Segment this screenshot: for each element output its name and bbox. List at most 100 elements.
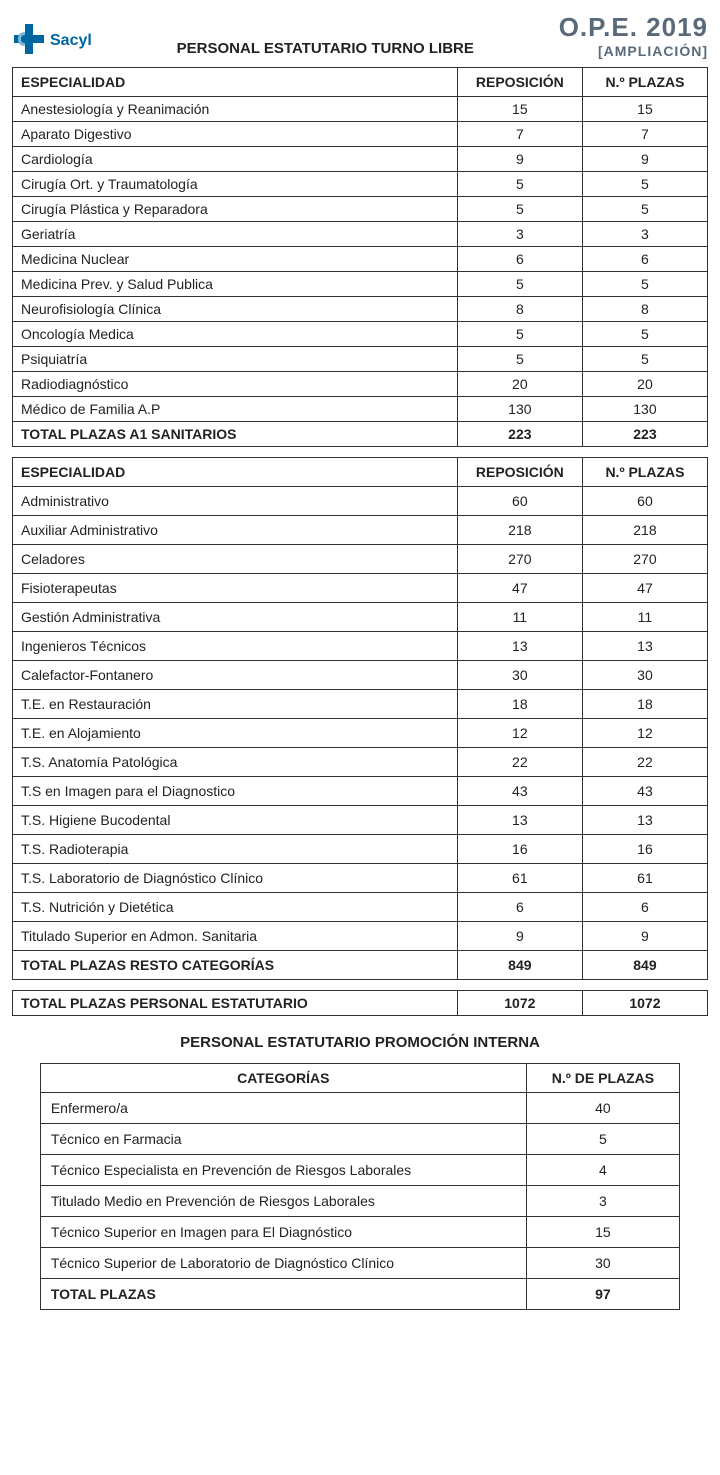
table-row: Técnico Superior en Imagen para El Diagn…	[40, 1217, 679, 1248]
cell-name: Titulado Medio en Prevención de Riesgos …	[40, 1186, 526, 1217]
cell-value: 9	[582, 147, 707, 172]
cell-value: 30	[526, 1248, 679, 1279]
table-row: Cirugía Ort. y Traumatología55	[13, 172, 708, 197]
cell-value: 12	[582, 719, 707, 748]
cell-value: 15	[457, 97, 582, 122]
table-row: Enfermero/a40	[40, 1093, 679, 1124]
table-resto-categorias: ESPECIALIDAD REPOSICIÓN N.º PLAZAS Admin…	[12, 457, 708, 980]
cell-name: Médico de Familia A.P	[13, 397, 458, 422]
logo-text: Sacyl	[50, 32, 92, 50]
cell-name: T.E. en Restauración	[13, 690, 458, 719]
cell-name: Enfermero/a	[40, 1093, 526, 1124]
table-row: Medicina Nuclear66	[13, 247, 708, 272]
cell-value: 7	[457, 122, 582, 147]
table-row: T.S. Radioterapia1616	[13, 835, 708, 864]
cell-value: 16	[582, 835, 707, 864]
total-row: TOTAL PLAZAS RESTO CATEGORÍAS849849	[13, 951, 708, 980]
table-row: Psiquiatría55	[13, 347, 708, 372]
table-row: T.E. en Alojamiento1212	[13, 719, 708, 748]
cell-value: 43	[582, 777, 707, 806]
cell-name: Fisioterapeutas	[13, 574, 458, 603]
table-row: T.S. Higiene Bucodental1313	[13, 806, 708, 835]
cell-value: 15	[526, 1217, 679, 1248]
cell-name: Ingenieros Técnicos	[13, 632, 458, 661]
cell-value: 60	[457, 487, 582, 516]
table-row: Técnico Especialista en Prevención de Ri…	[40, 1155, 679, 1186]
cell-name: Cirugía Ort. y Traumatología	[13, 172, 458, 197]
total-value: 223	[457, 422, 582, 447]
cell-name: Técnico en Farmacia	[40, 1124, 526, 1155]
cell-name: Oncología Medica	[13, 322, 458, 347]
cell-value: 5	[457, 172, 582, 197]
cell-name: Neurofisiología Clínica	[13, 297, 458, 322]
cell-name: Técnico Superior de Laboratorio de Diagn…	[40, 1248, 526, 1279]
cell-value: 43	[457, 777, 582, 806]
cell-value: 13	[582, 632, 707, 661]
cell-value: 16	[457, 835, 582, 864]
cell-name: T.S. Nutrición y Dietética	[13, 893, 458, 922]
ope-year: O.P.E. 2019	[559, 12, 708, 43]
cell-value: 5	[582, 172, 707, 197]
cell-name: Técnico Especialista en Prevención de Ri…	[40, 1155, 526, 1186]
cell-name: Psiquiatría	[13, 347, 458, 372]
table-row: Aparato Digestivo77	[13, 122, 708, 147]
table-header-row: ESPECIALIDAD REPOSICIÓN N.º PLAZAS	[13, 458, 708, 487]
cell-value: 30	[582, 661, 707, 690]
cell-value: 5	[582, 272, 707, 297]
total-row: TOTAL PLAZAS97	[40, 1279, 679, 1310]
cell-value: 11	[457, 603, 582, 632]
cell-name: Celadores	[13, 545, 458, 574]
cell-value: 8	[582, 297, 707, 322]
table-row: Médico de Familia A.P130130	[13, 397, 708, 422]
cell-value: 5	[457, 322, 582, 347]
grand-total-row: TOTAL PLAZAS PERSONAL ESTATUTARIO 1072 1…	[13, 991, 708, 1016]
col-num-plazas: N.º DE PLAZAS	[526, 1064, 679, 1093]
cell-value: 3	[582, 222, 707, 247]
table-row: Fisioterapeutas4747	[13, 574, 708, 603]
cell-name: Medicina Prev. y Salud Publica	[13, 272, 458, 297]
table-row: Ingenieros Técnicos1313	[13, 632, 708, 661]
table-row: Técnico Superior de Laboratorio de Diagn…	[40, 1248, 679, 1279]
cell-value: 130	[457, 397, 582, 422]
cell-value: 9	[582, 922, 707, 951]
cell-name: T.S. Higiene Bucodental	[13, 806, 458, 835]
cell-name: T.E. en Alojamiento	[13, 719, 458, 748]
cell-name: Administrativo	[13, 487, 458, 516]
cell-name: Auxiliar Administrativo	[13, 516, 458, 545]
table-row: Cardiología99	[13, 147, 708, 172]
table-row: Administrativo6060	[13, 487, 708, 516]
ampliacion-label: [AMPLIACIÓN]	[559, 43, 708, 59]
cell-value: 18	[457, 690, 582, 719]
cell-value: 5	[526, 1124, 679, 1155]
table-header-row: CATEGORÍAS N.º DE PLAZAS	[40, 1064, 679, 1093]
total-label: TOTAL PLAZAS	[40, 1279, 526, 1310]
cell-value: 11	[582, 603, 707, 632]
cell-value: 3	[526, 1186, 679, 1217]
cell-value: 47	[457, 574, 582, 603]
cell-value: 5	[582, 347, 707, 372]
cell-name: Gestión Administrativa	[13, 603, 458, 632]
cell-name: T.S en Imagen para el Diagnostico	[13, 777, 458, 806]
cell-value: 218	[457, 516, 582, 545]
cell-value: 5	[457, 197, 582, 222]
col-reposicion: REPOSICIÓN	[457, 68, 582, 97]
table-sanitarios: ESPECIALIDAD REPOSICIÓN N.º PLAZAS Anest…	[12, 67, 708, 447]
table-row: Titulado Superior en Admon. Sanitaria99	[13, 922, 708, 951]
table-grand-total: TOTAL PLAZAS PERSONAL ESTATUTARIO 1072 1…	[12, 990, 708, 1016]
cell-value: 40	[526, 1093, 679, 1124]
cell-name: Calefactor-Fontanero	[13, 661, 458, 690]
cell-value: 270	[582, 545, 707, 574]
cross-icon	[12, 22, 46, 59]
grand-total-label: TOTAL PLAZAS PERSONAL ESTATUTARIO	[13, 991, 458, 1016]
total-value: 97	[526, 1279, 679, 1310]
cell-value: 13	[457, 632, 582, 661]
cell-value: 30	[457, 661, 582, 690]
cell-value: 5	[457, 347, 582, 372]
cell-name: Titulado Superior en Admon. Sanitaria	[13, 922, 458, 951]
cell-value: 13	[582, 806, 707, 835]
table-row: Geriatría33	[13, 222, 708, 247]
total-label: TOTAL PLAZAS A1 SANITARIOS	[13, 422, 458, 447]
cell-name: Técnico Superior en Imagen para El Diagn…	[40, 1217, 526, 1248]
table-row: Auxiliar Administrativo218218	[13, 516, 708, 545]
cell-value: 61	[457, 864, 582, 893]
